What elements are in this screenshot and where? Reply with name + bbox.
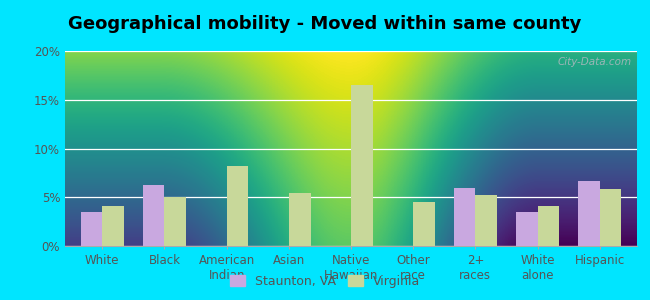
Bar: [102, 206, 124, 246]
Text: Geographical mobility - Moved within same county: Geographical mobility - Moved within sam…: [68, 15, 582, 33]
Legend: Staunton, VA, Virginia: Staunton, VA, Virginia: [224, 268, 426, 294]
Text: City-Data.com: City-Data.com: [557, 57, 631, 67]
Bar: [578, 181, 600, 246]
Bar: [600, 190, 621, 246]
Bar: [164, 197, 187, 246]
Bar: [413, 202, 435, 246]
Bar: [538, 206, 559, 246]
Bar: [351, 85, 372, 246]
Bar: [515, 212, 538, 246]
Bar: [227, 166, 248, 246]
Bar: [143, 184, 164, 246]
Bar: [289, 193, 311, 246]
Bar: [475, 195, 497, 246]
Bar: [454, 188, 475, 246]
Bar: [81, 212, 102, 246]
